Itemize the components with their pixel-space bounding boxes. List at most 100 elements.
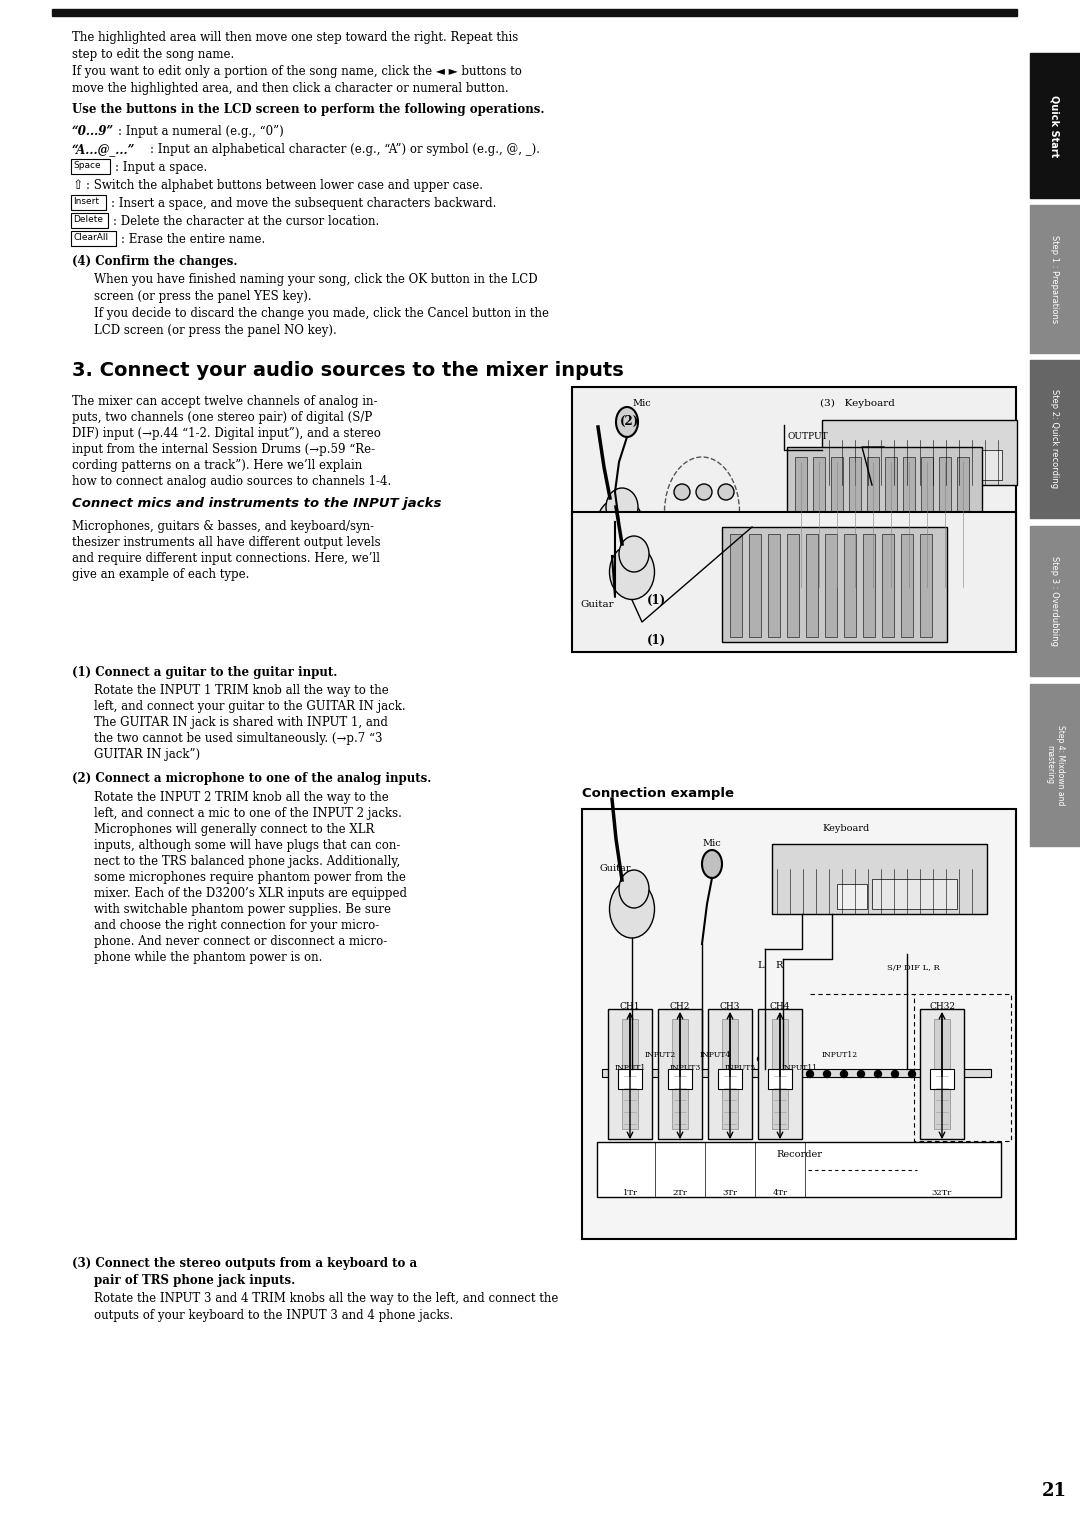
Text: phone. And never connect or disconnect a micro-: phone. And never connect or disconnect a… xyxy=(94,935,388,947)
Bar xyxy=(867,457,879,591)
Text: outputs of your keyboard to the INPUT 3 and 4 phone jacks.: outputs of your keyboard to the INPUT 3 … xyxy=(94,1309,454,1322)
Text: thesizer instruments all have different output levels: thesizer instruments all have different … xyxy=(72,536,380,549)
Bar xyxy=(957,457,969,591)
Text: Step 1 : Preparations: Step 1 : Preparations xyxy=(1051,235,1059,322)
Bar xyxy=(843,533,856,637)
Text: Rotate the INPUT 3 and 4 TRIM knobs all the way to the left, and connect the: Rotate the INPUT 3 and 4 TRIM knobs all … xyxy=(94,1293,558,1305)
Text: 3. Connect your audio sources to the mixer inputs: 3. Connect your audio sources to the mix… xyxy=(72,361,624,380)
Text: The highlighted area will then move one step toward the right. Repeat this: The highlighted area will then move one … xyxy=(72,31,518,44)
Circle shape xyxy=(807,1071,813,1077)
Bar xyxy=(831,457,843,591)
Text: “0...9”: “0...9” xyxy=(72,125,114,138)
Text: with switchable phantom power supplies. Be sure: with switchable phantom power supplies. … xyxy=(94,903,391,915)
Text: CH3: CH3 xyxy=(719,1002,740,1012)
Bar xyxy=(750,533,761,637)
Text: The mixer can accept twelve channels of analog in-: The mixer can accept twelve channels of … xyxy=(72,396,378,408)
Text: (1): (1) xyxy=(647,634,666,646)
Text: INPUT11: INPUT11 xyxy=(782,1063,818,1073)
Bar xyxy=(669,1070,692,1089)
Bar xyxy=(608,1008,652,1138)
Text: the two cannot be used simultaneously. (→p.7 “3: the two cannot be used simultaneously. (… xyxy=(94,732,382,746)
Text: (2) Connect a microphone to one of the analog inputs.: (2) Connect a microphone to one of the a… xyxy=(72,772,431,785)
Text: and choose the right connection for your micro-: and choose the right connection for your… xyxy=(94,918,379,932)
Text: move the highlighted area, and then click a character or numeral button.: move the highlighted area, and then clic… xyxy=(72,83,509,95)
Text: Mic: Mic xyxy=(702,839,720,848)
Bar xyxy=(930,1070,954,1089)
Text: ClearAll: ClearAll xyxy=(73,232,108,241)
Bar xyxy=(572,512,1016,652)
Bar xyxy=(813,457,825,591)
Circle shape xyxy=(757,1056,762,1062)
Bar xyxy=(1030,361,1080,518)
Circle shape xyxy=(840,1071,848,1077)
Text: ⇧: ⇧ xyxy=(72,179,82,193)
Circle shape xyxy=(676,521,688,533)
Bar xyxy=(903,457,915,591)
FancyBboxPatch shape xyxy=(70,212,108,228)
Text: how to connect analog audio sources to channels 1-4.: how to connect analog audio sources to c… xyxy=(72,475,391,487)
Text: left, and connect a mic to one of the INPUT 2 jacks.: left, and connect a mic to one of the IN… xyxy=(94,807,402,821)
Bar xyxy=(582,808,1016,1239)
Text: Guitar: Guitar xyxy=(600,863,632,872)
Bar xyxy=(882,533,894,637)
FancyBboxPatch shape xyxy=(70,231,116,246)
Ellipse shape xyxy=(596,498,644,556)
Text: Rotate the INPUT 1 TRIM knob all the way to the: Rotate the INPUT 1 TRIM knob all the way… xyxy=(94,685,389,697)
Bar xyxy=(872,879,957,909)
Circle shape xyxy=(784,1056,789,1062)
Ellipse shape xyxy=(609,880,654,938)
Text: : Erase the entire name.: : Erase the entire name. xyxy=(121,232,266,246)
Text: cording patterns on a track”). Here we’ll explain: cording patterns on a track”). Here we’l… xyxy=(72,458,362,472)
Text: The GUITAR IN jack is shared with INPUT 1, and: The GUITAR IN jack is shared with INPUT … xyxy=(94,717,388,729)
Bar xyxy=(934,1019,950,1129)
Bar xyxy=(901,533,913,637)
FancyBboxPatch shape xyxy=(70,159,109,174)
Bar xyxy=(672,1019,688,1129)
Text: (3)   Keyboard: (3) Keyboard xyxy=(820,399,895,408)
Bar xyxy=(922,451,1002,480)
Text: R: R xyxy=(775,961,782,970)
Circle shape xyxy=(794,1056,798,1062)
Text: LCD screen (or press the panel NO key).: LCD screen (or press the panel NO key). xyxy=(94,324,337,338)
Text: Quick Start: Quick Start xyxy=(1050,95,1059,157)
Text: If you want to edit only a portion of the song name, click the ◄ ► buttons to: If you want to edit only a portion of th… xyxy=(72,66,522,78)
Bar xyxy=(52,9,1017,15)
Text: Rotate the INPUT 2 TRIM knob all the way to the: Rotate the INPUT 2 TRIM knob all the way… xyxy=(94,792,389,804)
Text: “A...@_...”: “A...@_...” xyxy=(72,144,135,156)
Bar xyxy=(863,533,875,637)
Text: 3Tr: 3Tr xyxy=(723,1189,738,1196)
Circle shape xyxy=(767,1056,771,1062)
Text: (2): (2) xyxy=(620,416,639,428)
Text: GUITAR IN jack”): GUITAR IN jack”) xyxy=(94,749,200,761)
Text: step to edit the song name.: step to edit the song name. xyxy=(72,47,234,61)
Ellipse shape xyxy=(606,487,638,526)
Text: puts, two channels (one stereo pair) of digital (S/P: puts, two channels (one stereo pair) of … xyxy=(72,411,373,423)
Text: INPUT1: INPUT1 xyxy=(615,1063,646,1073)
Text: Step 4: Mixdown and
mastering: Step 4: Mixdown and mastering xyxy=(1045,724,1065,805)
Text: INPUT3: INPUT3 xyxy=(670,1063,701,1073)
Ellipse shape xyxy=(616,406,638,437)
Text: CH32: CH32 xyxy=(929,1002,955,1012)
Text: Connection example: Connection example xyxy=(582,787,734,801)
Bar xyxy=(882,455,917,480)
Bar xyxy=(795,457,807,591)
Text: 2Tr: 2Tr xyxy=(673,1189,688,1196)
Bar xyxy=(768,1070,792,1089)
Bar xyxy=(921,457,933,591)
Circle shape xyxy=(698,521,710,533)
Text: (1): (1) xyxy=(647,594,666,607)
Text: nect to the TRS balanced phone jacks. Additionally,: nect to the TRS balanced phone jacks. Ad… xyxy=(94,856,401,868)
Text: : Insert a space, and move the subsequent characters backward.: : Insert a space, and move the subsequen… xyxy=(111,197,497,209)
Text: Microphones will generally connect to the XLR: Microphones will generally connect to th… xyxy=(94,824,375,836)
Bar xyxy=(768,533,780,637)
Bar xyxy=(806,533,818,637)
Text: (3) Connect the stereo outputs from a keyboard to a: (3) Connect the stereo outputs from a ke… xyxy=(72,1258,417,1270)
Text: : Input a space.: : Input a space. xyxy=(114,160,207,174)
Text: 4Tr: 4Tr xyxy=(772,1189,787,1196)
Circle shape xyxy=(875,1071,881,1077)
FancyBboxPatch shape xyxy=(70,194,106,209)
Text: CH4: CH4 xyxy=(770,1002,791,1012)
Text: Insert: Insert xyxy=(73,197,99,206)
Text: input from the internal Session Drums (→p.59 “Re-: input from the internal Session Drums (→… xyxy=(72,443,375,455)
Text: phone while the phantom power is on.: phone while the phantom power is on. xyxy=(94,950,322,964)
